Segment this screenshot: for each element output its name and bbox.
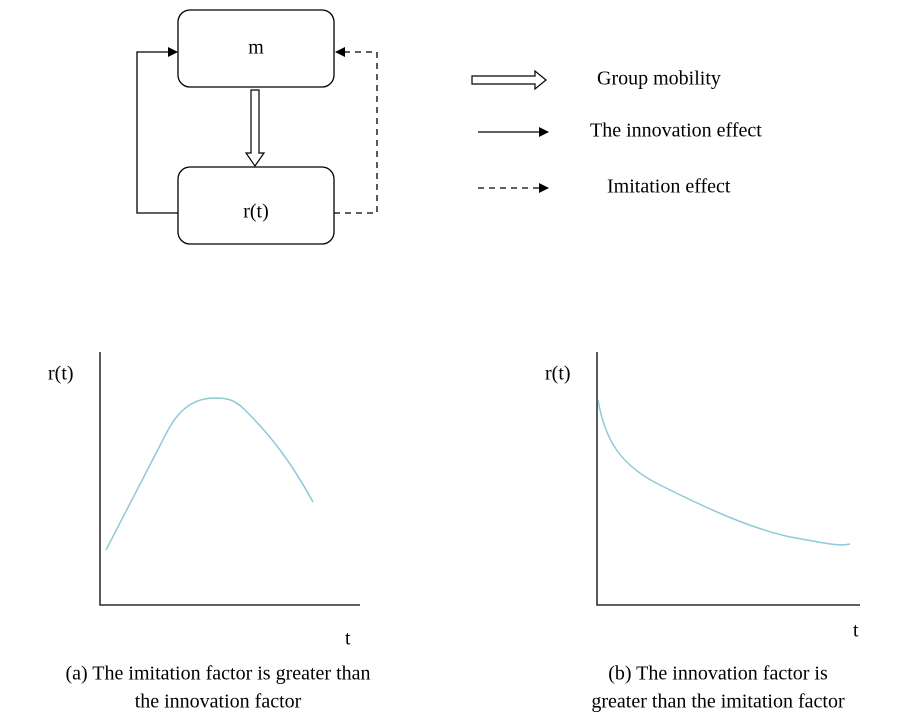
legend-label: Group mobility	[597, 68, 721, 90]
caption: the innovation factor	[135, 691, 302, 713]
axes	[596, 352, 860, 606]
caption: (a) The imitation factor is greater than	[65, 663, 370, 685]
caption: greater than the imitation factor	[591, 691, 845, 713]
node-label: r(t)	[243, 201, 269, 223]
y-axis-label: r(t)	[48, 363, 74, 385]
legend-hollow-arrow	[471, 69, 547, 91]
x-axis-label: t	[853, 620, 859, 642]
node-box	[177, 9, 335, 88]
legend-label: Imitation effect	[607, 176, 731, 198]
node-label: m	[248, 37, 264, 59]
hollow-arrow	[244, 89, 266, 168]
curve	[597, 399, 851, 546]
legend-label: The innovation effect	[590, 120, 762, 142]
curve	[105, 397, 314, 551]
y-axis-label: r(t)	[545, 363, 571, 385]
x-axis-label: t	[345, 628, 351, 650]
imitation-arrow	[334, 47, 378, 214]
axes	[99, 352, 360, 606]
caption: (b) The innovation factor is	[608, 663, 828, 685]
node-box	[177, 166, 335, 245]
innovation-arrow	[136, 47, 178, 214]
